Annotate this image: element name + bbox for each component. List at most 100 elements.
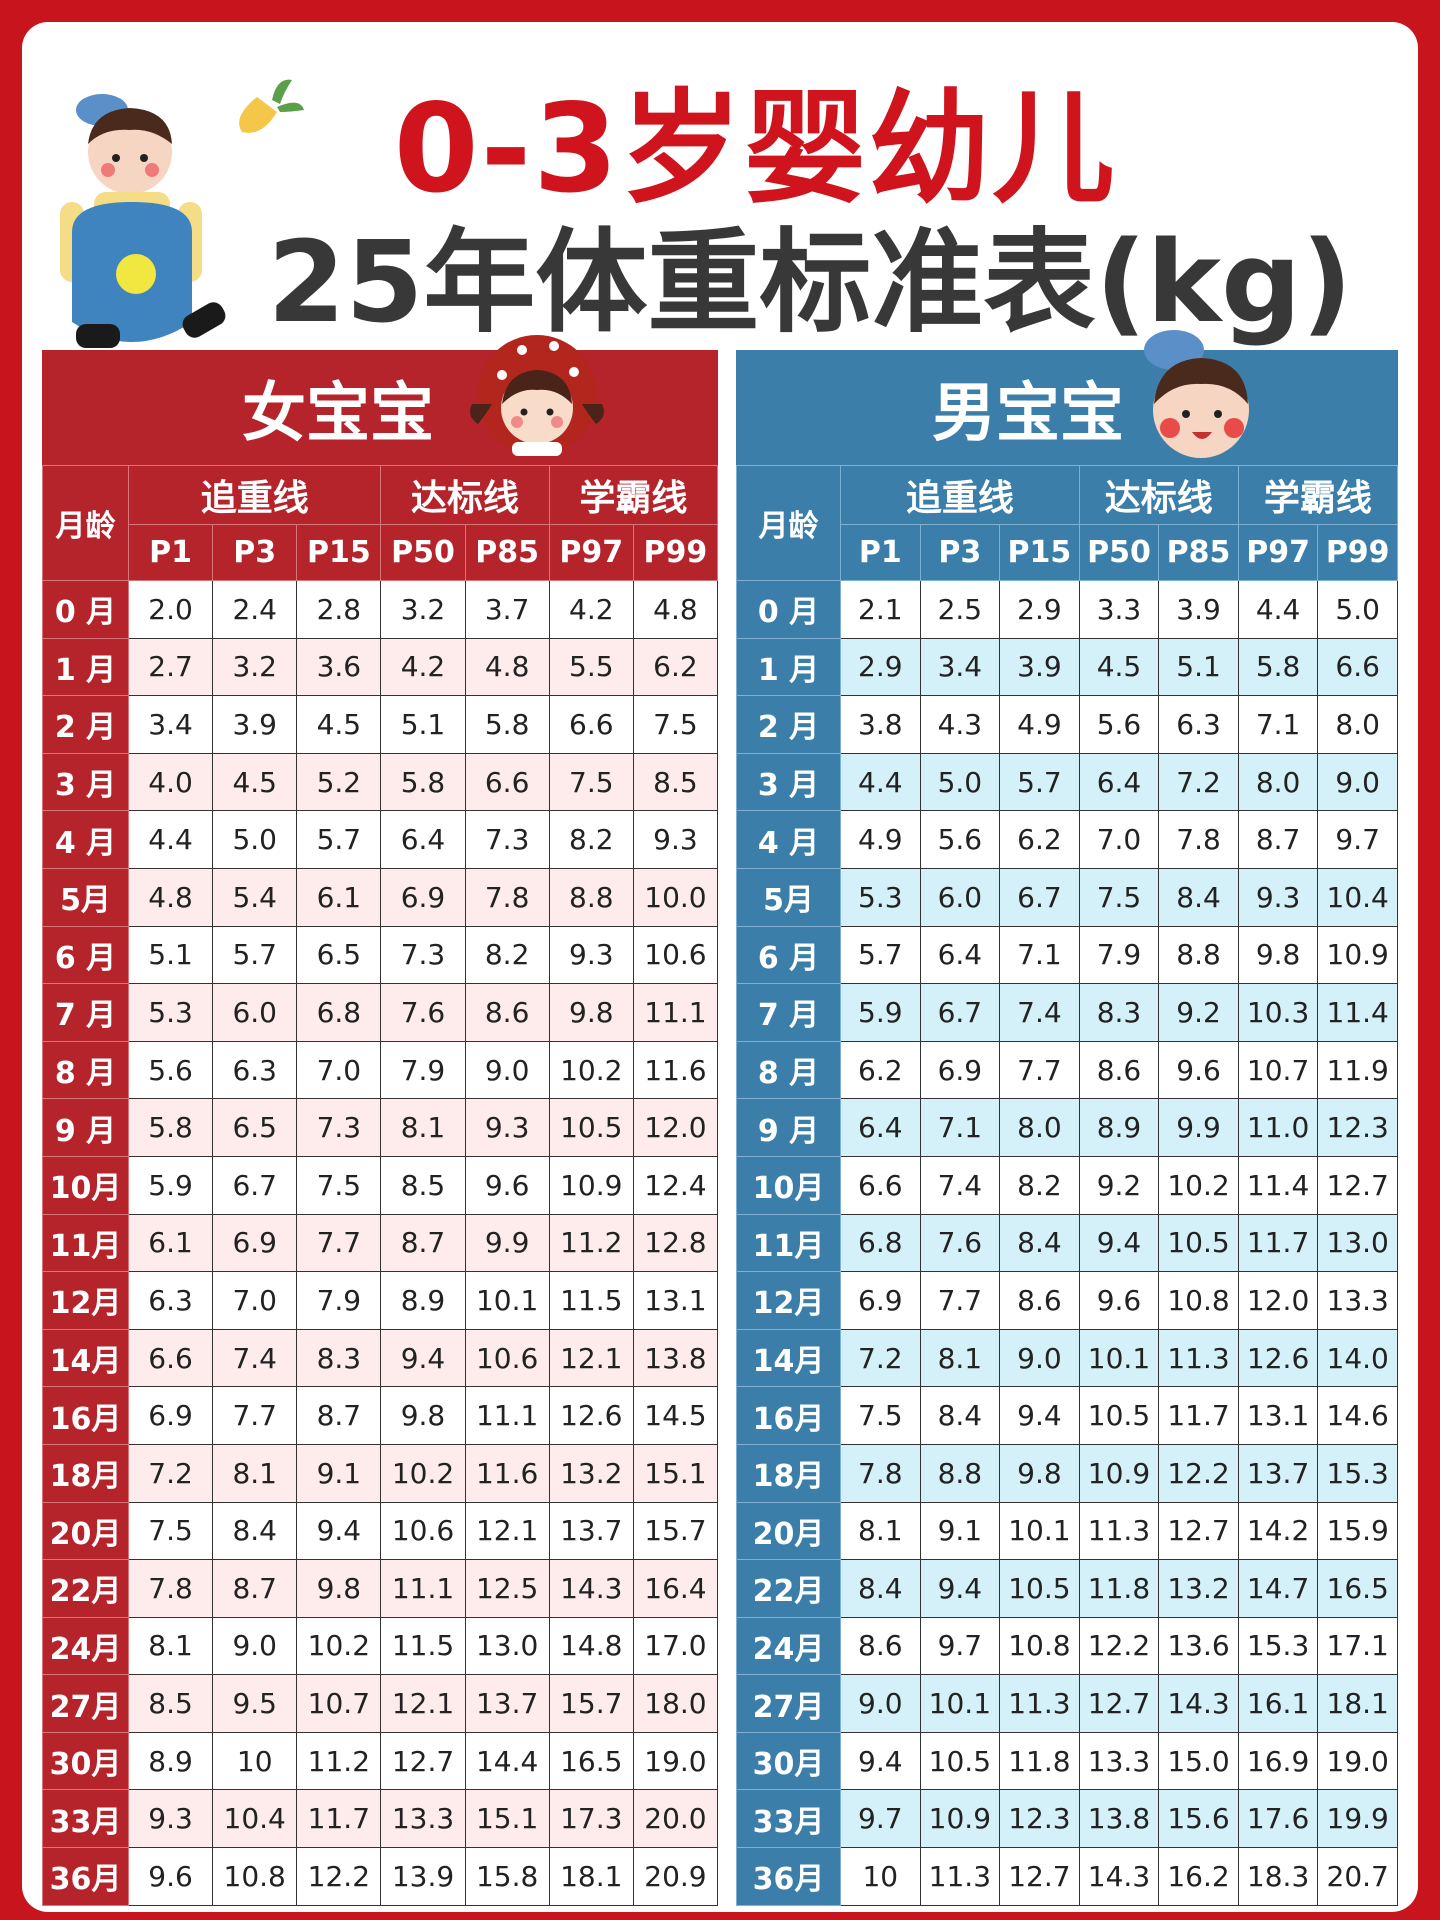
weight-cell: 8.9 [1078, 1098, 1160, 1157]
table-row: 30月 9.4 10.5 11.8 13.3 15.0 16.9 19.0 [736, 1731, 1398, 1791]
table-row: 33月 9.3 10.4 11.7 13.3 15.1 17.3 20.0 [42, 1789, 719, 1849]
weight-cell: 13.7 [548, 1501, 634, 1561]
weight-cell: 10.8 [212, 1847, 298, 1906]
age-cell: 22月 [42, 1559, 129, 1618]
weight-cell: 11.7 [1237, 1213, 1319, 1273]
weight-cell: 15.7 [548, 1674, 634, 1733]
girl-face-icon [470, 335, 604, 456]
age-cell: 7 月 [736, 983, 841, 1042]
weight-cell: 7.3 [296, 1098, 382, 1157]
weight-cell: 7.4 [919, 1155, 1001, 1215]
weight-cell: 10.4 [1317, 867, 1398, 927]
weight-cell: 5.6 [1078, 695, 1160, 754]
weight-cell: 10.9 [919, 1789, 1001, 1849]
weight-cell: 11.3 [1158, 1328, 1239, 1388]
weight-cell: 11.3 [919, 1847, 1001, 1906]
age-cell: 16月 [736, 1386, 841, 1445]
weight-cell: 3.3 [1078, 580, 1160, 639]
carrot-icon [239, 79, 304, 133]
weight-cell: 10.9 [1078, 1443, 1160, 1503]
age-cell: 16月 [42, 1386, 129, 1445]
table-row: 30月 8.9 10 11.2 12.7 14.4 16.5 19.0 [42, 1731, 719, 1791]
weight-cell: 6.5 [296, 925, 382, 985]
weight-cell: 6.6 [1317, 637, 1398, 697]
weight-cell: 15.9 [1317, 1501, 1398, 1561]
age-cell: 3 月 [42, 752, 129, 812]
weight-cell: 4.4 [127, 810, 214, 869]
weight-cell: 17.0 [632, 1616, 719, 1676]
weight-cell: 8.2 [464, 925, 550, 985]
weight-cell: 4.5 [296, 695, 382, 754]
weight-cell: 11.4 [1237, 1155, 1319, 1215]
weight-cell: 9.3 [548, 925, 634, 985]
weight-cell: 10.1 [464, 1271, 550, 1330]
weight-cell: 12.7 [1317, 1155, 1398, 1215]
weight-cell: 10.3 [1237, 983, 1319, 1042]
age-header: 月龄 [42, 465, 129, 581]
weight-cell: 8.8 [919, 1443, 1001, 1503]
weight-cell: 11.1 [464, 1386, 550, 1445]
age-cell: 3 月 [736, 752, 841, 812]
table-row: 0 月 2.0 2.4 2.8 3.2 3.7 4.2 4.8 [42, 580, 719, 639]
weight-cell: 6.7 [999, 867, 1080, 927]
weight-cell: 11.4 [1317, 983, 1398, 1042]
weight-cell: 7.9 [1078, 925, 1160, 985]
table-row: 5月 4.8 5.4 6.1 6.9 7.8 8.8 10.0 [42, 867, 719, 927]
weight-cell: 13.1 [1237, 1386, 1319, 1445]
weight-cell: 11.7 [296, 1789, 382, 1849]
age-cell: 27月 [42, 1674, 129, 1733]
weight-cell: 3.6 [296, 637, 382, 697]
weight-cell: 20.9 [632, 1847, 719, 1906]
age-cell: 10月 [736, 1155, 841, 1215]
weight-cell: 7.5 [127, 1501, 214, 1561]
weight-cell: 10 [840, 1847, 921, 1906]
weight-cell: 13.0 [1317, 1213, 1398, 1273]
weight-cell: 18.1 [1317, 1674, 1398, 1733]
weight-cell: 5.8 [127, 1098, 214, 1157]
weight-cell: 10.2 [1158, 1155, 1239, 1215]
weight-cell: 12.0 [1237, 1271, 1319, 1330]
weight-cell: 10.8 [999, 1616, 1080, 1676]
weight-cell: 20.0 [632, 1789, 719, 1849]
table-row: 12月 6.9 7.7 8.6 9.6 10.8 12.0 13.3 [736, 1271, 1398, 1330]
weight-cell: 4.4 [1237, 580, 1319, 639]
boy-panel-header: 男宝宝 [736, 330, 1398, 465]
percentile-header: P97 [548, 524, 634, 581]
weight-cell: 9.4 [999, 1386, 1080, 1445]
weight-cell: 9.7 [1317, 810, 1398, 869]
weight-cell: 8.1 [919, 1328, 1001, 1388]
weight-cell: 7.5 [296, 1155, 382, 1215]
weight-cell: 8.1 [380, 1098, 466, 1157]
weight-cell: 9.5 [212, 1674, 298, 1733]
table-row: 1 月 2.7 3.2 3.6 4.2 4.8 5.5 6.2 [42, 637, 719, 697]
weight-cell: 5.0 [919, 752, 1001, 812]
weight-cell: 10.9 [1317, 925, 1398, 985]
weight-cell: 8.7 [380, 1213, 466, 1273]
weight-cell: 10.5 [548, 1098, 634, 1157]
weight-cell: 10.6 [464, 1328, 550, 1388]
weight-cell: 14.2 [1237, 1501, 1319, 1561]
table-row: 36月 9.6 10.8 12.2 13.9 15.8 18.1 20.9 [42, 1847, 719, 1906]
weight-cell: 16.5 [1317, 1559, 1398, 1618]
weight-cell: 20.7 [1317, 1847, 1398, 1906]
weight-cell: 2.0 [127, 580, 214, 639]
table-row: 11月 6.8 7.6 8.4 9.4 10.5 11.7 13.0 [736, 1213, 1398, 1273]
weight-cell: 5.8 [1237, 637, 1319, 697]
weight-cell: 17.3 [548, 1789, 634, 1849]
group-header-standard: 达标线 [380, 465, 550, 525]
girl-table-body: 0 月 2.0 2.4 2.8 3.2 3.7 4.2 4.8 1 月 2.7 3.2 3.6 4.2 4… [42, 580, 719, 1906]
weight-cell: 8.8 [1158, 925, 1239, 985]
weight-cell: 14.7 [1237, 1559, 1319, 1618]
percentile-header: P3 [919, 524, 1001, 581]
weight-cell: 9.6 [127, 1847, 214, 1906]
weight-cell: 8.1 [212, 1443, 298, 1503]
age-cell: 11月 [42, 1213, 129, 1273]
weight-cell: 6.6 [127, 1328, 214, 1388]
weight-cell: 9.2 [1078, 1155, 1160, 1215]
weight-cell: 6.7 [212, 1155, 298, 1215]
table-row: 8 月 6.2 6.9 7.7 8.6 9.6 10.7 11.9 [736, 1040, 1398, 1100]
weight-cell: 8.6 [1078, 1040, 1160, 1100]
weight-cell: 6.9 [380, 867, 466, 927]
weight-cell: 13.7 [1237, 1443, 1319, 1503]
weight-cell: 19.0 [1317, 1731, 1398, 1791]
